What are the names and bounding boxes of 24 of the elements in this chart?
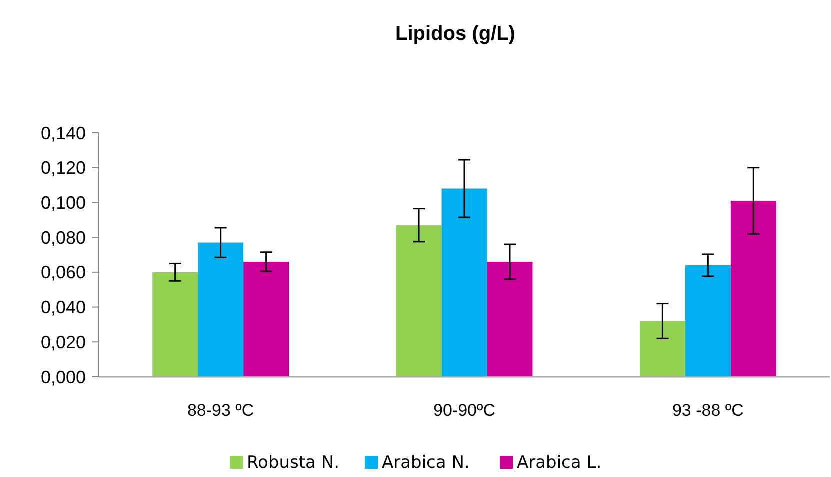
bar bbox=[396, 225, 442, 377]
y-tick-label: 0,000 bbox=[40, 367, 86, 388]
y-tick-label: 0,140 bbox=[40, 123, 86, 144]
bar bbox=[442, 188, 488, 377]
bar bbox=[730, 200, 776, 377]
legend-label: Robusta N. bbox=[247, 453, 340, 473]
bar bbox=[685, 265, 731, 377]
y-tick-label: 0,060 bbox=[40, 262, 86, 283]
y-tick-label: 0,120 bbox=[40, 158, 86, 178]
bar bbox=[244, 262, 290, 377]
x-tick-label: 88-93 ºC bbox=[187, 401, 254, 420]
bar bbox=[198, 242, 244, 377]
y-tick-label: 0,100 bbox=[40, 193, 86, 214]
chart-title: Lipidos (g/L) bbox=[396, 23, 516, 45]
y-tick-label: 0,040 bbox=[40, 298, 86, 318]
y-tick-label: 0,020 bbox=[40, 332, 86, 352]
bar bbox=[640, 321, 686, 377]
x-tick-label: 93 -88 ºC bbox=[672, 401, 744, 420]
y-tick-label: 0,080 bbox=[40, 228, 86, 248]
x-tick-label: 90-90ºC bbox=[434, 401, 496, 420]
bar bbox=[152, 272, 198, 377]
legend-label: Arabica N. bbox=[382, 453, 470, 473]
bar bbox=[487, 262, 533, 377]
legend-label: Arabica L. bbox=[517, 453, 602, 473]
